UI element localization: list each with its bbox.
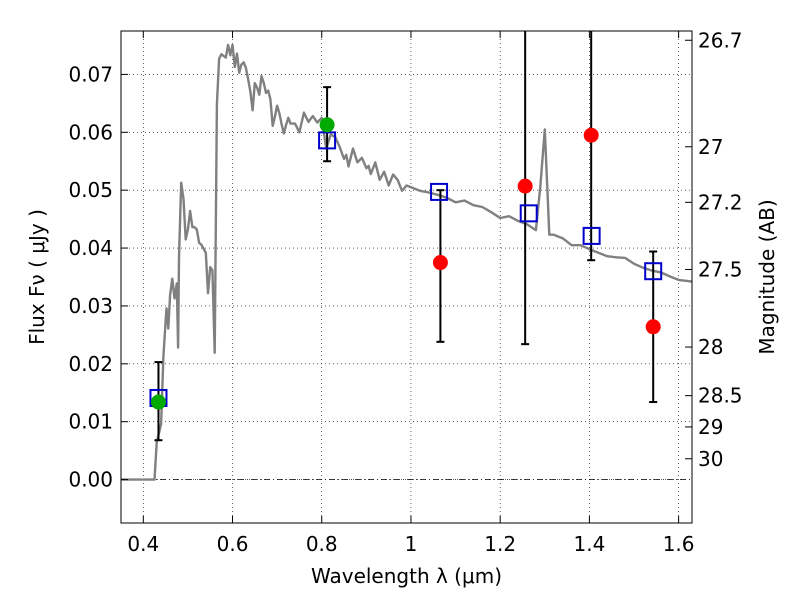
y-tick-label: 0.06 bbox=[68, 120, 113, 144]
model-flux-square bbox=[519, 204, 538, 223]
right-tick-label: 27.5 bbox=[698, 257, 743, 281]
model-flux-square bbox=[318, 131, 337, 150]
model-flux-square bbox=[582, 226, 601, 245]
x-tick-label: 0.8 bbox=[306, 532, 338, 556]
x-tick-label: 1.4 bbox=[573, 532, 605, 556]
x-tick-label: 0.4 bbox=[127, 532, 159, 556]
model-spectrum-line bbox=[121, 43, 692, 481]
observed-flux-point-red bbox=[517, 178, 533, 194]
x-tick-label: 1 bbox=[405, 532, 418, 556]
right-axis-title: Magnitude (AB) bbox=[755, 199, 779, 354]
y-tick-label: 0.07 bbox=[68, 62, 113, 86]
right-tick-label: 26.7 bbox=[698, 28, 743, 52]
observed-flux-point-red bbox=[432, 255, 448, 271]
plot-frame bbox=[120, 30, 693, 524]
model-flux-square bbox=[644, 262, 663, 281]
right-tick-label: 27 bbox=[698, 135, 723, 159]
right-tick-label: 30 bbox=[698, 447, 723, 471]
x-tick-label: 1.2 bbox=[484, 532, 516, 556]
right-tick-label: 27.2 bbox=[698, 190, 743, 214]
y-tick-label: 0.00 bbox=[68, 468, 113, 492]
x-tick-label: 1.6 bbox=[663, 532, 695, 556]
y-tick-label: 0.05 bbox=[68, 178, 113, 202]
observed-flux-point-green bbox=[319, 117, 335, 133]
right-tick-label: 28.5 bbox=[698, 384, 743, 408]
y-tick-label: 0.02 bbox=[68, 352, 113, 376]
observed-flux-point-green bbox=[150, 394, 166, 410]
plot-area bbox=[121, 31, 692, 481]
x-axis-title: Wavelength λ (μm) bbox=[311, 564, 502, 588]
right-tick-label: 28 bbox=[698, 335, 723, 359]
x-axis-ticks: 0.4 0.6 0.8 1 1.2 1.4 1.6 bbox=[127, 31, 695, 556]
y-axis-ticks: 0.00 0.01 0.02 0.03 0.04 0.05 0.06 0.07 bbox=[68, 62, 128, 492]
x-tick-label: 0.6 bbox=[217, 532, 249, 556]
y-axis-title: Flux Fν ( μJy ) bbox=[25, 209, 49, 345]
model-flux-square bbox=[430, 182, 449, 201]
y-tick-label: 0.04 bbox=[68, 236, 113, 260]
observed-flux-point-red bbox=[583, 127, 599, 143]
y-tick-label: 0.03 bbox=[68, 294, 113, 318]
right-axis-ticks: 26.7 27 27.2 27.5 28 28.5 29 30 bbox=[685, 28, 743, 471]
y-tick-label: 0.01 bbox=[68, 410, 113, 434]
observed-flux-point-red bbox=[645, 319, 661, 335]
plot-series bbox=[121, 31, 692, 481]
right-tick-label: 29 bbox=[698, 415, 723, 439]
